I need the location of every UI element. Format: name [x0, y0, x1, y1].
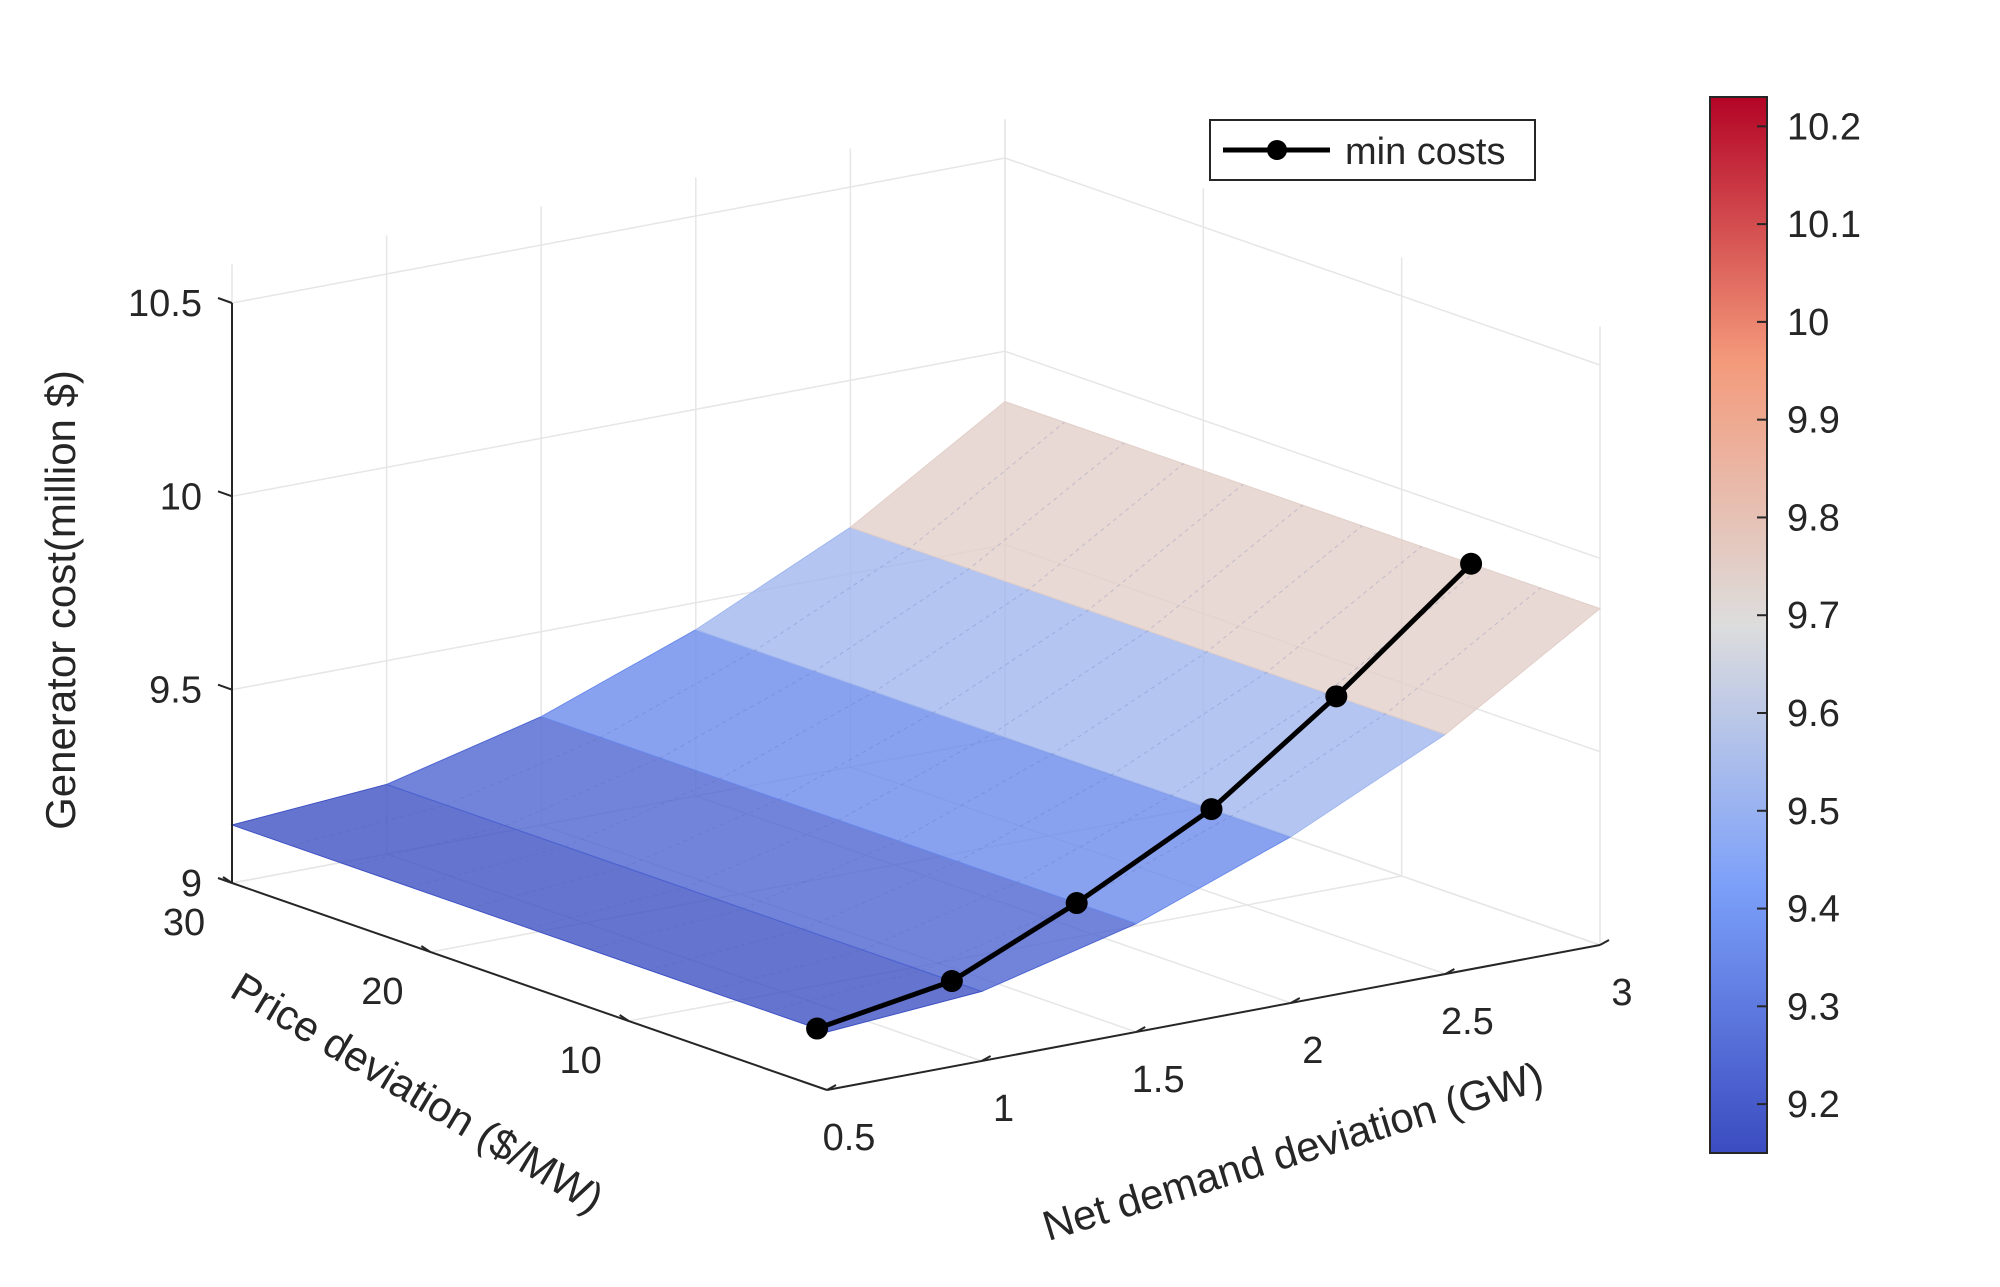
- surface-mesh-line: [410, 463, 1184, 888]
- z-tick-label: 10.5: [128, 283, 202, 325]
- min-costs-marker: [1325, 685, 1348, 708]
- x-tick-label: 2.5: [1441, 1001, 1494, 1043]
- axis-ticks: 0.5 1 1.5 2 2.5 3 10 20 309 9.5 10 10.5: [128, 283, 1633, 1159]
- surface-mesh-line: [707, 566, 1482, 992]
- surface-mesh-line: [350, 442, 1125, 867]
- colorbar-tick-label: 10.1: [1787, 204, 1861, 246]
- surface-patch: [849, 401, 1602, 735]
- legend: min costs: [1209, 119, 1536, 181]
- min-costs-marker: [806, 1017, 829, 1040]
- z-axis-label: Generator cost(million $): [37, 370, 84, 830]
- min-costs-line: [816, 562, 1473, 1031]
- legend-label: min costs: [1345, 131, 1505, 173]
- colorbar-tick-label: 9.2: [1787, 1084, 1840, 1126]
- colorbar-tick-label: 9.3: [1787, 986, 1840, 1028]
- x-tick-mark: [1444, 968, 1455, 975]
- x-tick-label: 3: [1611, 972, 1632, 1014]
- x-tick-mark: [981, 1055, 992, 1062]
- min-costs-marker: [940, 970, 963, 993]
- x-tick-label: 0.5: [823, 1117, 876, 1159]
- colorbar-tick-label: 9.4: [1787, 889, 1840, 931]
- surface-mesh-line: [291, 421, 1065, 847]
- z-tick-mark: [217, 490, 233, 498]
- surface-mesh-line: [529, 504, 1303, 929]
- z-tick-mark: [217, 877, 233, 884]
- z-tick-mark: [217, 683, 233, 691]
- grid-line-z: [231, 350, 1601, 560]
- y-tick-label: 20: [361, 971, 403, 1013]
- colorbar-tick-label: 10.2: [1787, 106, 1861, 148]
- colorbar-tick-label: 9.9: [1787, 400, 1840, 442]
- z-tick-label: 9: [181, 863, 202, 905]
- cost-surface: [230, 401, 1602, 1033]
- x-tick-label: 1: [993, 1088, 1014, 1130]
- colorbar-tick-label: 9.5: [1787, 791, 1840, 833]
- surface-mesh-line: [588, 525, 1363, 950]
- colorbar: 9.2 9.3 9.4 9.5 9.6 9.7 9.8 9.9 10 10.1 10.2: [1709, 96, 1861, 1154]
- x-axis-label: Net demand deviation (GW): [1037, 1053, 1549, 1250]
- x-tick-mark: [826, 1084, 837, 1091]
- axes-lines: [231, 303, 1601, 1091]
- min-costs-marker: [1460, 552, 1483, 575]
- colorbar-tick-label: 9.6: [1787, 693, 1840, 735]
- colorbar-strip: [1709, 96, 1768, 1154]
- y-axis-label: Price deviation ($/MW): [223, 963, 611, 1222]
- x-axis-line: [826, 944, 1601, 1091]
- z-tick-label: 9.5: [149, 670, 202, 712]
- z-tick-label: 10: [160, 476, 202, 518]
- x-tick-mark: [1599, 939, 1610, 946]
- surface-mesh-line: [469, 484, 1244, 909]
- min-costs-marker: [1065, 892, 1088, 915]
- x-tick-label: 2: [1302, 1030, 1323, 1072]
- y-axis-line: [231, 882, 828, 1091]
- colorbar-ticks: 9.2 9.3 9.4 9.5 9.6 9.7 9.8 9.9 10 10.1 10.2: [1757, 106, 1861, 1126]
- colorbar-tick-label: 10: [1787, 302, 1829, 344]
- min-costs-series: [806, 552, 1483, 1040]
- y-tick-label: 10: [560, 1040, 602, 1082]
- y-tick-mark: [420, 945, 431, 953]
- min-costs-marker: [1200, 798, 1223, 821]
- grid-line-z: [231, 157, 1601, 366]
- y-tick-label: 30: [163, 902, 205, 944]
- surface-mesh-line: [767, 587, 1541, 1012]
- z-tick-mark: [217, 297, 233, 304]
- colorbar-tick-label: 9.7: [1787, 595, 1840, 637]
- legend-marker-sample: [1267, 140, 1287, 160]
- y-tick-mark: [619, 1014, 630, 1022]
- x-tick-mark: [1135, 1026, 1146, 1033]
- x-tick-mark: [1290, 997, 1301, 1004]
- colorbar-tick-label: 9.8: [1787, 497, 1840, 539]
- x-tick-label: 1.5: [1132, 1059, 1185, 1101]
- surface-mesh-line: [648, 546, 1422, 971]
